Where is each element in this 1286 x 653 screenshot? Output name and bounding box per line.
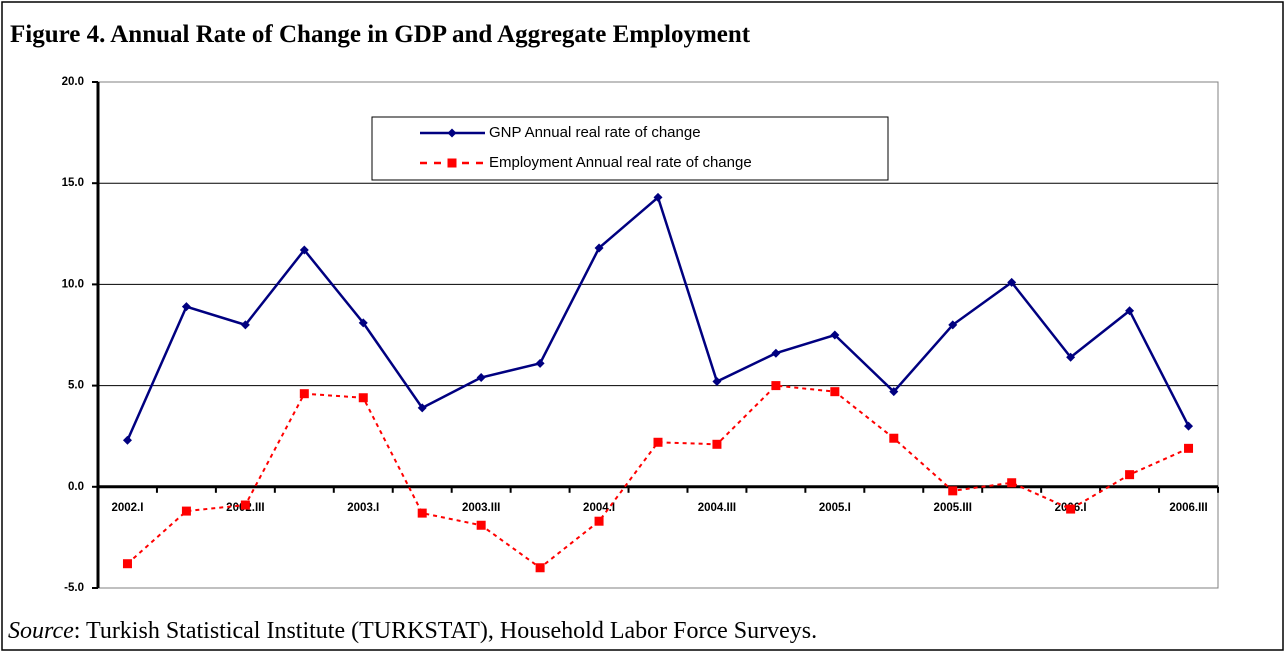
y-tick-label: 15.0 (62, 177, 84, 189)
point (1007, 277, 1017, 287)
point (712, 439, 722, 449)
point (1007, 478, 1017, 488)
legend-box (371, 116, 889, 181)
x-tick-label: 2004.I (583, 502, 615, 514)
point (535, 358, 545, 368)
point (712, 377, 722, 387)
series-line (126, 195, 1190, 441)
point (771, 348, 781, 358)
source-text: : Turkish Statistical Institute (TURKSTA… (74, 618, 817, 644)
point (476, 373, 486, 383)
point (948, 486, 958, 496)
point (653, 192, 663, 202)
point (948, 320, 958, 330)
legend-label: GNP Annual real rate of change (489, 124, 701, 141)
point (417, 403, 427, 413)
point (240, 500, 250, 510)
point (830, 330, 840, 340)
point (181, 302, 191, 312)
y-tick-label: 0.0 (68, 481, 84, 493)
point (594, 516, 604, 526)
point (889, 433, 899, 443)
y-tick-label: 10.0 (62, 278, 84, 290)
point (1066, 504, 1076, 514)
legend-marker (447, 128, 457, 138)
x-tick-label: 2005.I (819, 502, 851, 514)
point (653, 437, 663, 447)
point (299, 389, 309, 399)
chart-title: Figure 4. Annual Rate of Change in GDP a… (10, 21, 751, 48)
legend-label: Employment Annual real rate of change (489, 154, 752, 171)
y-tick-label: 20.0 (62, 76, 84, 88)
x-tick-label: 2003.I (347, 502, 379, 514)
legend-marker (447, 158, 457, 168)
x-tick-label: 2006.III (1169, 502, 1207, 514)
point (299, 245, 309, 255)
x-tick-label: 2003.III (462, 502, 500, 514)
point (122, 435, 132, 445)
point (535, 563, 545, 573)
point (1066, 352, 1076, 362)
y-tick-label: -5.0 (64, 582, 84, 594)
x-tick-label: 2005.III (934, 502, 972, 514)
point (1184, 443, 1194, 453)
x-tick-label: 2004.III (698, 502, 736, 514)
point (417, 508, 427, 518)
point (358, 318, 368, 328)
legend: GNP Annual real rate of change Employment… (371, 116, 889, 181)
source-label: Source (8, 618, 74, 644)
point (122, 559, 132, 569)
point (476, 520, 486, 530)
point (1125, 470, 1135, 480)
point (1125, 306, 1135, 316)
source: Source: Turkish Statistical Institute (T… (8, 618, 817, 644)
x-tick-label: 2002.I (111, 502, 143, 514)
point (181, 506, 191, 516)
point (1184, 421, 1194, 431)
point (358, 393, 368, 403)
point (889, 387, 899, 397)
point (240, 320, 250, 330)
series-line (126, 384, 1189, 570)
point (830, 387, 840, 397)
point (771, 381, 781, 391)
y-tick-label: 5.0 (68, 380, 84, 392)
point (594, 243, 604, 253)
